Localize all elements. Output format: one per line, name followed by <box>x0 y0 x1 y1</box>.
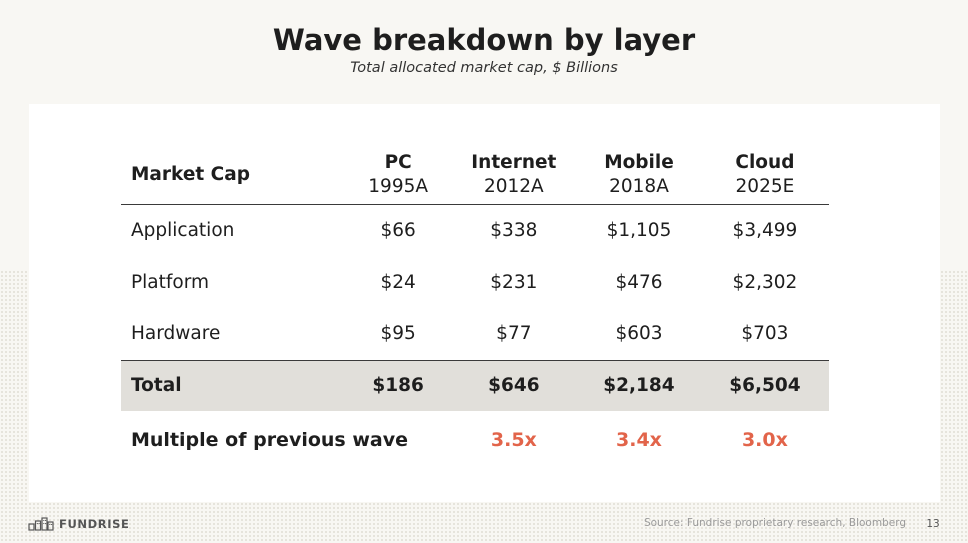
header-col-internet: Internet 2012A <box>450 146 578 205</box>
header-col-year: 2012A <box>483 175 544 197</box>
header-col-name: PC <box>384 151 412 173</box>
multiple-value: 3.0x <box>741 428 788 451</box>
multiple-value: 3.4x <box>616 428 662 451</box>
table-card: Market Cap PC 1995A Internet 2012A Mobil… <box>29 104 940 502</box>
header-col-cloud: Cloud 2025E <box>700 146 829 205</box>
header-col-year: 2025E <box>735 175 795 197</box>
table-cell: $24 <box>380 271 416 293</box>
table-cell: $3,499 <box>732 219 798 241</box>
table-cell: $2,184 <box>577 359 701 411</box>
table-row-total: Total $186 $646 $2,184 $6,504 <box>121 359 829 411</box>
header-col-pc: PC 1995A <box>345 146 451 205</box>
header-col-name: Internet <box>471 151 557 173</box>
table-row-application: Application $66 $338 $1,105 $3,499 <box>121 204 829 256</box>
row-label: Application <box>131 219 235 241</box>
table-cell: $186 <box>345 359 451 411</box>
multiple-value: 3.5x <box>490 428 537 451</box>
page-subtitle: Total allocated market cap, $ Billions <box>350 60 618 76</box>
header-col-name: Mobile <box>604 151 674 173</box>
fundrise-buildings-logo-icon <box>28 517 54 531</box>
header-col-name: Cloud <box>735 151 795 173</box>
page-number: 13 <box>926 518 940 530</box>
table-row-platform: Platform $24 $231 $476 $2,302 <box>121 256 829 308</box>
row-label: Multiple of previous wave <box>131 428 408 451</box>
table-cell: $646 <box>450 359 578 411</box>
table-cell: $2,302 <box>732 271 798 293</box>
header-col-mobile: Mobile 2018A <box>577 146 701 205</box>
row-label: Total <box>121 359 346 411</box>
header-col-year: 1995A <box>368 175 429 197</box>
table-row-hardware: Hardware $95 $77 $603 $703 <box>121 308 829 360</box>
table-cell: $703 <box>741 323 789 345</box>
table-cell: $1,105 <box>606 219 672 241</box>
row-label: Hardware <box>131 323 221 345</box>
market-cap-table: Market Cap PC 1995A Internet 2012A Mobil… <box>121 146 829 468</box>
brand-name: FUNDRISE <box>59 517 130 531</box>
row-label: Platform <box>131 271 210 293</box>
table-cell: $77 <box>496 323 532 345</box>
table-cell: $231 <box>490 271 538 293</box>
table-cell: $603 <box>615 323 663 345</box>
table-cell: $95 <box>380 323 416 345</box>
source-note: Source: Fundrise proprietary research, B… <box>643 517 906 529</box>
brand-logo: FUNDRISE <box>28 516 129 532</box>
table-cell: $66 <box>380 219 416 241</box>
table-row-multiple: Multiple of previous wave 3.5x 3.4x 3.0x <box>121 411 829 468</box>
table-header-row: Market Cap PC 1995A Internet 2012A Mobil… <box>121 146 829 205</box>
table-cell: $476 <box>615 271 663 293</box>
table-cell: $6,504 <box>700 359 829 411</box>
table-cell: $338 <box>490 219 538 241</box>
header-label: Market Cap <box>121 146 346 205</box>
page-title: Wave breakdown by layer <box>272 23 696 57</box>
header-col-year: 2018A <box>609 175 669 197</box>
